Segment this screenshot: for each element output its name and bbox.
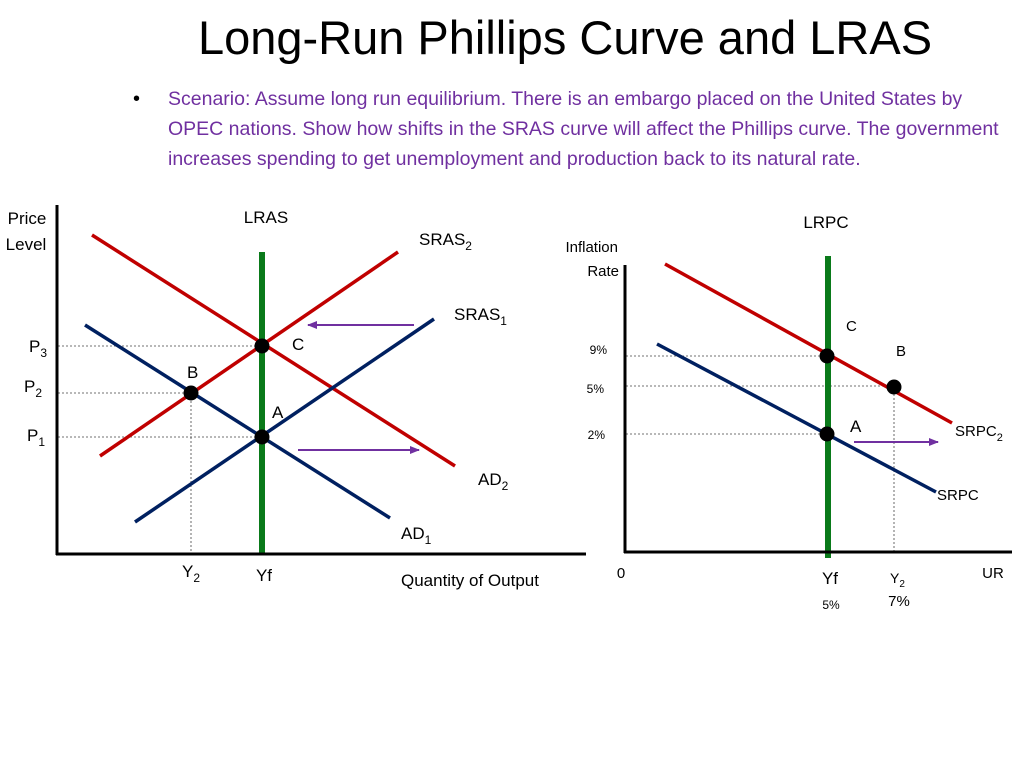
ur-label: UR <box>982 565 1004 582</box>
y2-label: Y2 <box>182 562 200 585</box>
ad1-label: AD1 <box>401 524 432 547</box>
sras1-label: SRAS1 <box>454 305 507 328</box>
ad-as-graph: Price Level LRAS SRAS2 SRAS1 AD2 AD1 P3 … <box>6 205 586 590</box>
bullet-marker: • <box>133 88 141 110</box>
point-b-label: B <box>187 363 198 382</box>
y2-label-right: Y2 <box>890 570 905 590</box>
point-a-dot <box>254 429 270 445</box>
ad2-label: AD2 <box>478 470 509 493</box>
sras2-curve <box>99 250 399 458</box>
scenario-bullet-text: • Scenario: Assume long run equilibrium.… <box>133 84 1013 200</box>
origin-label: 0 <box>617 565 625 582</box>
point-c-dot <box>254 338 270 354</box>
point-b-dot <box>183 385 199 401</box>
srpc2-curve <box>664 262 953 425</box>
point-c-dot-right <box>819 348 835 364</box>
p2-label: P2 <box>24 377 42 400</box>
point-b-label-right: B <box>896 343 906 360</box>
yf-label: Yf <box>256 566 272 585</box>
point-c-label-right: C <box>846 318 857 335</box>
rate-9-label: 9% <box>590 343 608 357</box>
yf-label-right: Yf <box>822 569 838 588</box>
lrpc-label: LRPC <box>803 213 848 232</box>
rate-label: Rate <box>587 263 619 280</box>
level-label: Level <box>6 235 47 254</box>
quantity-of-output-label: Quantity of Output <box>401 571 539 590</box>
price-label: Price <box>8 209 47 228</box>
point-b-dot-right <box>886 379 902 395</box>
p3-label: P3 <box>29 337 47 360</box>
srpc-curve <box>656 342 937 494</box>
scenario-text: Scenario: Assume long run equilibrium. T… <box>168 88 999 170</box>
point-c-label: C <box>292 335 304 354</box>
ad2-curve <box>91 233 456 468</box>
sras2-label: SRAS2 <box>419 230 472 253</box>
srpc2-label: SRPC2 <box>955 423 1003 444</box>
y2-rate-label: 7% <box>888 593 910 610</box>
rate-2-label: 2% <box>588 428 606 442</box>
point-a-label-right: A <box>850 417 862 436</box>
lras-label: LRAS <box>244 208 288 227</box>
point-a-label: A <box>272 403 284 422</box>
srpc-label: SRPC <box>937 487 979 504</box>
inflation-label: Inflation <box>565 239 618 256</box>
yf-rate-label: 5% <box>822 598 840 612</box>
rate-5-label: 5% <box>587 382 605 396</box>
slide-title: Long-Run Phillips Curve and LRAS <box>197 11 933 64</box>
sras1-curve <box>134 317 435 524</box>
point-a-dot-right <box>819 426 835 442</box>
p1-label: P1 <box>27 426 45 449</box>
ad1-curve <box>84 323 391 520</box>
phillips-curve-graph: Inflation Rate LRPC SRPC2 SRPC 9% 5% 2% … <box>565 213 1012 612</box>
